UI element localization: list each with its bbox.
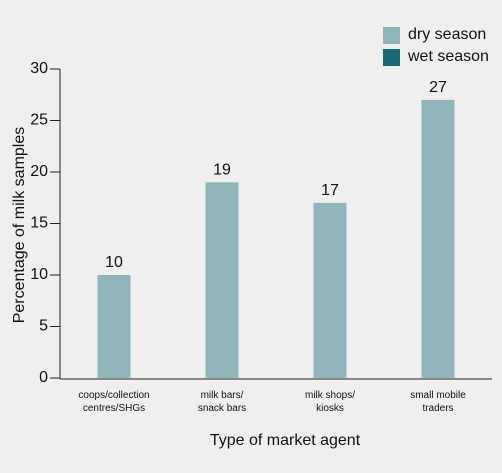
y-tick-label: 25 <box>30 112 48 129</box>
x-tick-label: milk bars/snack bars <box>198 390 246 414</box>
data-label: 19 <box>213 162 231 179</box>
y-tick-label: 5 <box>39 318 48 335</box>
legend-label: dry season <box>408 26 486 43</box>
x-axis-title: Type of market agent <box>210 432 361 449</box>
bar <box>313 202 347 378</box>
data-label: 10 <box>105 254 123 271</box>
data-label: 27 <box>429 79 447 96</box>
y-tick-label: 10 <box>30 266 48 283</box>
x-tick-label: small mobile traders <box>410 390 466 414</box>
data-label: 17 <box>321 182 339 199</box>
bar <box>205 182 239 378</box>
y-tick-label: 0 <box>39 369 48 386</box>
y-tick-label: 15 <box>30 215 48 232</box>
bar <box>97 275 131 378</box>
x-tick-label: coops/collection centres/SHGs <box>78 390 149 414</box>
x-tick-label: milk shops/kiosks <box>305 390 355 414</box>
legend-swatch <box>383 49 400 66</box>
y-tick-label: 20 <box>30 163 48 180</box>
legend-swatch <box>383 27 400 44</box>
y-tick-label: 30 <box>30 60 48 77</box>
legend-label: wet season <box>407 48 489 65</box>
bar <box>421 99 455 379</box>
y-axis-title: Percentage of milk samples <box>11 127 28 324</box>
